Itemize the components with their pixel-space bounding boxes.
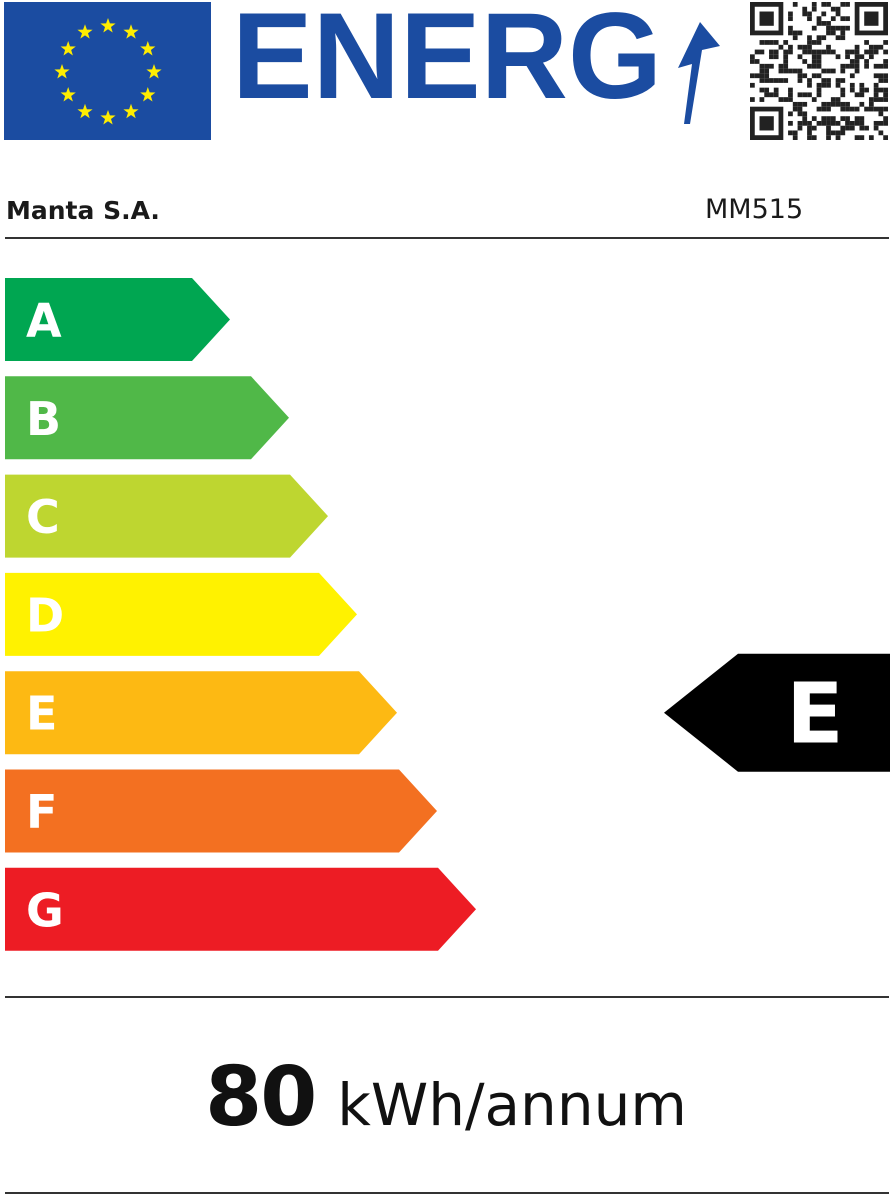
rating-label: E [786,665,843,763]
star-icon [140,87,156,102]
energy-logo-text: ENERG [232,6,662,125]
class-arrow [5,671,397,755]
rating-arrow [664,653,890,772]
model-identifier: MM515 [705,194,804,225]
star-icon [123,24,139,39]
class-arrow [5,278,230,361]
class-label: E [26,687,57,741]
energy-class-g: G [5,867,476,951]
class-arrow [5,376,289,460]
eu-flag-icon [4,2,211,140]
class-label: D [26,588,64,642]
class-arrow [5,867,476,951]
consumption-unit: kWh/annum [337,1071,687,1139]
energy-class-a: A [5,278,230,361]
class-arrow [5,769,437,853]
star-icon [100,110,116,125]
divider [5,1192,889,1194]
rating-indicator: E [664,653,890,772]
class-label: B [26,392,61,446]
class-label: C [26,490,60,544]
energy-class-c: C [5,474,328,558]
star-icon [77,103,93,119]
class-label: G [26,883,64,937]
star-icon [123,103,139,119]
energy-class-d: D [5,572,357,656]
supplier-name: Manta S.A. [6,196,160,225]
lightning-icon [678,22,720,124]
consumption-value: 80 [205,1050,317,1145]
energy-class-b: B [5,376,289,460]
star-icon [100,18,116,33]
energy-class-e: E [5,671,397,755]
class-arrow [5,572,357,656]
star-icon [77,24,93,39]
class-label: A [26,294,62,348]
class-label: F [26,785,57,839]
qr-finder [854,2,888,36]
energy-logo: ENERG [232,6,720,125]
qr-code-icon[interactable] [750,2,888,140]
star-icon [60,41,76,56]
energy-consumption: 80 kWh/annum [0,1050,892,1145]
divider [5,996,889,998]
star-icon [146,64,162,79]
energy-class-f: F [5,769,437,853]
divider [5,237,889,239]
qr-finder [750,2,784,36]
class-arrow [5,474,328,558]
qr-finder [750,106,784,140]
star-icon [140,41,156,56]
star-icon [54,64,70,79]
star-icon [60,87,76,102]
